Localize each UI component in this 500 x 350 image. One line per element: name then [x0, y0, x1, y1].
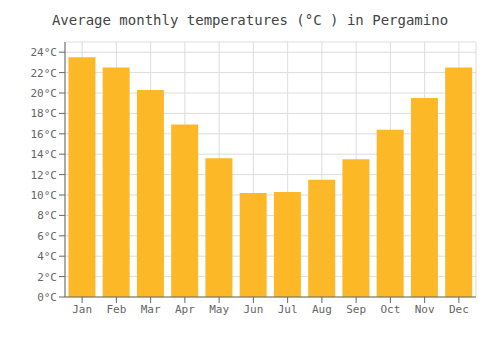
- svg-text:Jul: Jul: [278, 303, 298, 316]
- svg-text:Jun: Jun: [243, 303, 263, 316]
- svg-text:Jan: Jan: [72, 303, 92, 316]
- svg-text:18°C: 18°C: [31, 107, 58, 120]
- svg-text:20°C: 20°C: [31, 87, 58, 100]
- svg-text:Sep: Sep: [346, 303, 366, 316]
- svg-text:10°C: 10°C: [31, 189, 58, 202]
- svg-text:Mar: Mar: [141, 303, 161, 316]
- svg-text:16°C: 16°C: [31, 128, 58, 141]
- svg-text:Apr: Apr: [175, 303, 195, 316]
- svg-text:Dec: Dec: [449, 303, 469, 316]
- svg-text:24°C: 24°C: [31, 46, 58, 59]
- svg-text:May: May: [209, 303, 229, 316]
- svg-text:12°C: 12°C: [31, 169, 58, 182]
- html-text:Average monthly temperatures (: Average monthly temperatures (°C ) in Pe…: [51, 12, 449, 28]
- svg-text:0°C: 0°C: [37, 291, 57, 304]
- svg-text:8°C: 8°C: [37, 209, 57, 222]
- svg-text:4°C: 4°C: [37, 250, 57, 263]
- svg-text:Feb: Feb: [106, 303, 126, 316]
- svg-text:2°C: 2°C: [37, 271, 57, 284]
- svg-text:6°C: 6°C: [37, 230, 57, 243]
- svg-text:22°C: 22°C: [31, 67, 58, 80]
- svg-text:Nov: Nov: [415, 303, 435, 316]
- svg-text:14°C: 14°C: [31, 148, 58, 161]
- svg-text:Aug: Aug: [312, 303, 332, 316]
- svg-text:Oct: Oct: [380, 303, 400, 316]
